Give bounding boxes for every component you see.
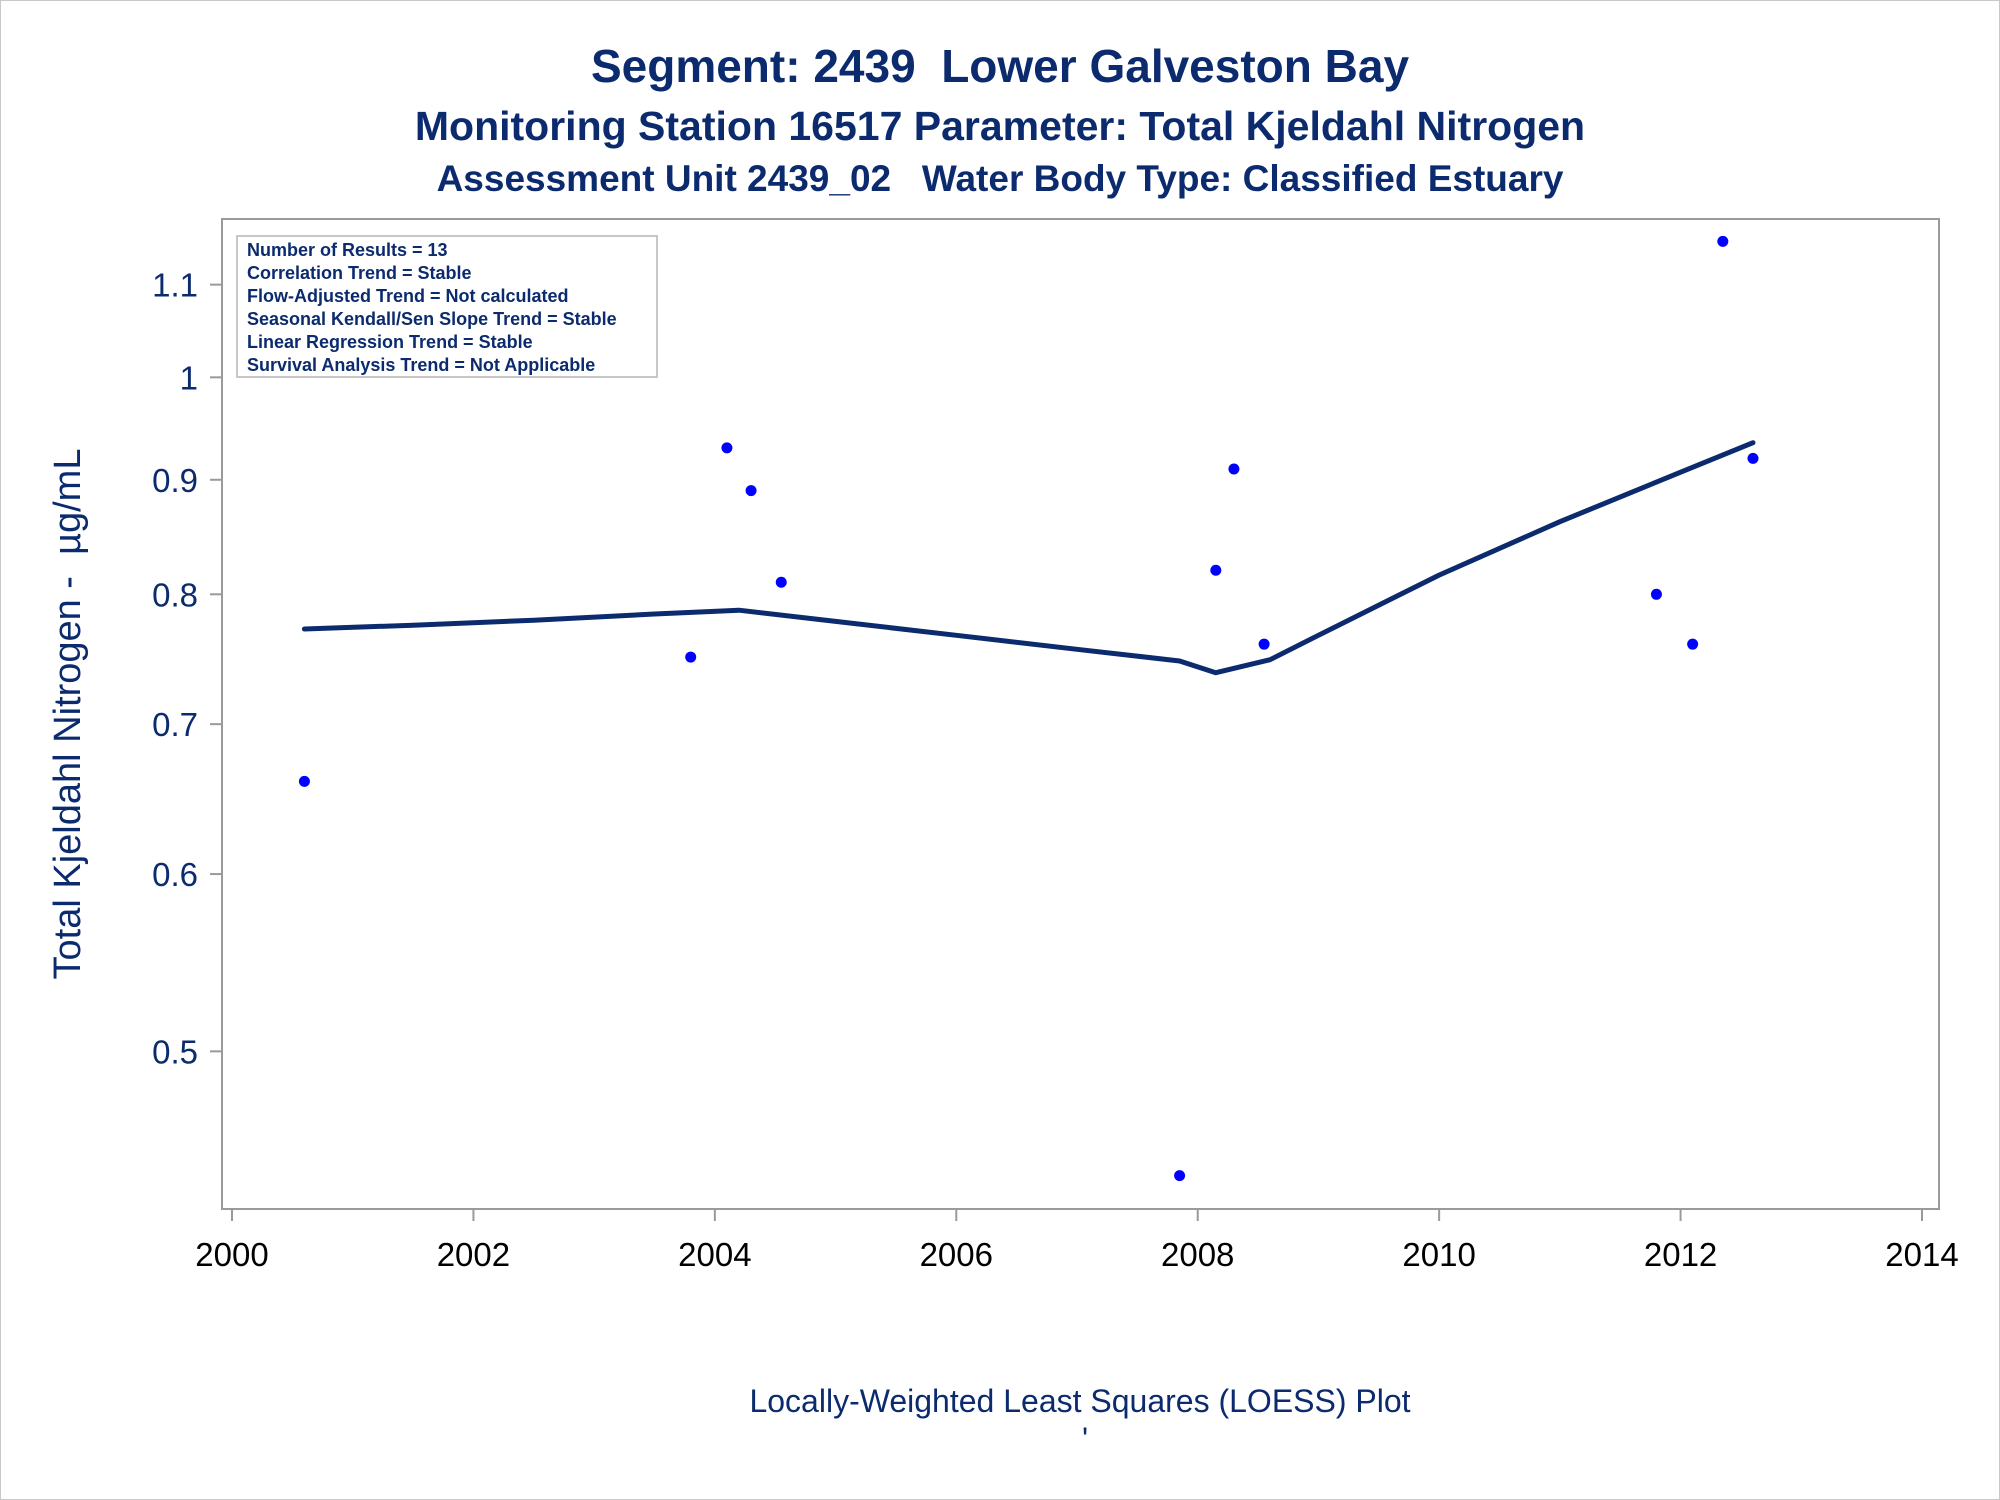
stats-line: Flow-Adjusted Trend = Not calculated xyxy=(247,286,569,306)
y-tick-label: 0.9 xyxy=(152,462,198,499)
data-point xyxy=(1687,638,1699,650)
loess-line xyxy=(301,440,1756,676)
data-point xyxy=(1650,588,1662,600)
stats-line: Seasonal Kendall/Sen Slope Trend = Stabl… xyxy=(247,309,617,329)
data-point xyxy=(298,775,310,787)
footnote-mark: ' xyxy=(1082,1421,1088,1457)
footnote: Locally-Weighted Least Squares (LOESS) P… xyxy=(749,1383,1410,1419)
x-tick-label: 2004 xyxy=(678,1236,751,1273)
data-points xyxy=(298,235,1759,1182)
x-tick-label: 2002 xyxy=(437,1236,510,1273)
y-tick-label: 0.6 xyxy=(152,856,198,893)
y-axis-label: Total Kjeldahl Nitrogen - µg/mL xyxy=(47,449,89,980)
data-point xyxy=(1747,452,1759,464)
stats-line: Survival Analysis Trend = Not Applicable xyxy=(247,355,595,375)
x-tick-label: 2012 xyxy=(1644,1236,1717,1273)
y-tick-label: 0.7 xyxy=(152,706,198,743)
data-point xyxy=(685,651,697,663)
y-tick-label: 0.5 xyxy=(152,1033,198,1070)
data-point xyxy=(745,485,757,497)
y-tick-label: 1 xyxy=(180,359,198,396)
chart-subtitle: Monitoring Station 16517 Parameter: Tota… xyxy=(415,103,1585,149)
data-point xyxy=(721,442,733,454)
y-tick-label: 1.1 xyxy=(152,267,198,304)
chart-subtitle-2: Assessment Unit 2439_02 Water Body Type:… xyxy=(437,158,1564,199)
stats-line: Correlation Trend = Stable xyxy=(247,263,472,283)
data-point xyxy=(1717,235,1729,247)
x-tick-label: 2008 xyxy=(1161,1236,1234,1273)
data-point xyxy=(1258,638,1270,650)
x-tick-label: 2014 xyxy=(1885,1236,1958,1273)
data-point xyxy=(775,576,787,588)
x-tick-label: 2000 xyxy=(195,1236,268,1273)
stats-box: Number of Results = 13 Correlation Trend … xyxy=(236,235,658,378)
stats-box-border xyxy=(236,235,658,378)
x-tick-label: 2006 xyxy=(920,1236,993,1273)
y-axis: 0.5 0.6 0.7 0.8 0.9 1 1.1 xyxy=(152,267,222,1070)
x-tick-label: 2010 xyxy=(1402,1236,1475,1273)
stats-line: Number of Results = 13 xyxy=(247,240,448,260)
data-point xyxy=(1210,564,1222,576)
y-tick-label: 0.8 xyxy=(152,576,198,613)
plot-area xyxy=(221,218,1940,1210)
x-axis: 2000 2002 2004 2006 2008 2010 2012 2014 xyxy=(195,1209,1959,1273)
chart-title: Segment: 2439 Lower Galveston Bay xyxy=(591,40,1409,92)
stats-line: Linear Regression Trend = Stable xyxy=(247,332,533,352)
data-point xyxy=(1228,463,1240,475)
data-point xyxy=(1174,1170,1186,1182)
